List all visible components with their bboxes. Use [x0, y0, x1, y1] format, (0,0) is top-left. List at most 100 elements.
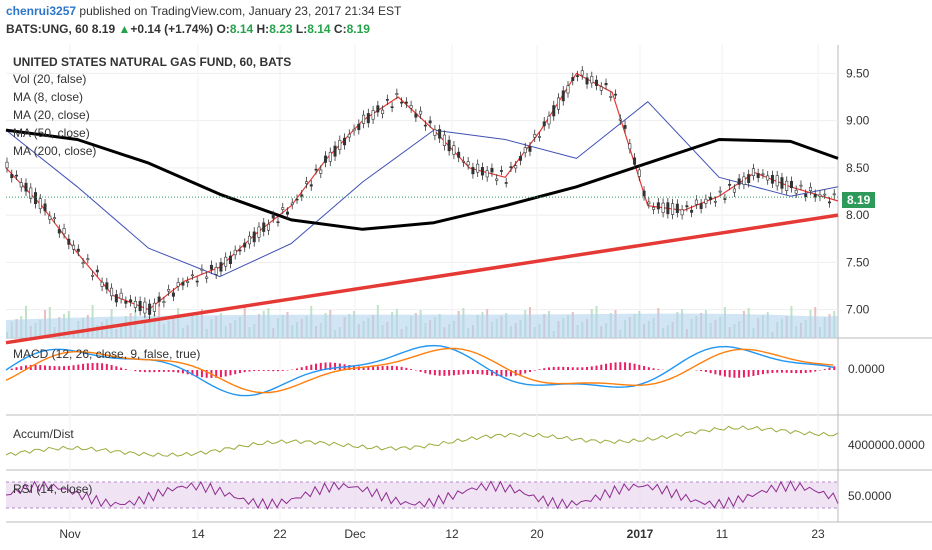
macd-hist-bar [728, 370, 731, 378]
candle-body [713, 200, 717, 203]
candle-body [447, 139, 451, 152]
candle-body [495, 178, 499, 181]
macd-hist-bar [519, 370, 522, 375]
macd-hist-bar [143, 370, 146, 373]
candle-body [48, 215, 52, 220]
x-tick-label: 12 [445, 527, 459, 541]
candle-body [57, 229, 61, 234]
macd-hist-bar [105, 363, 108, 370]
author-link[interactable]: chenrui3257 [6, 4, 77, 18]
x-tick-label: Nov [59, 527, 80, 541]
candle-body [542, 121, 546, 127]
x-tick-label: 14 [191, 527, 205, 541]
macd-hist-bar [334, 362, 337, 370]
macd-hist-bar [77, 364, 80, 370]
candle-body [571, 77, 575, 81]
macd-hist-bar [605, 363, 608, 370]
candle-body [823, 193, 827, 196]
macd-hist-bar [262, 370, 265, 371]
macd-hist-bar [490, 370, 493, 376]
macd-label[interactable]: MACD (12, 26, close, 9, false, true) [13, 347, 201, 361]
macd-hist-bar [272, 370, 275, 372]
candle-body [243, 242, 247, 248]
candle-body [91, 275, 95, 277]
candle-body [205, 276, 209, 279]
candle-body [590, 76, 594, 84]
macd-hist-bar [25, 365, 28, 370]
macd-hist-bar [276, 370, 279, 372]
candle-body [100, 281, 104, 287]
candle-body [699, 203, 703, 209]
candle-body [504, 182, 508, 184]
candle-body [309, 184, 313, 187]
candle-body [290, 202, 294, 205]
legend-vol[interactable]: Vol (20, false) [13, 72, 87, 86]
candle-body [343, 137, 347, 146]
candle-body [105, 282, 109, 290]
macd-hist-bar [391, 365, 394, 370]
macd-hist-bar [191, 370, 194, 376]
rsi-label[interactable]: RSI (14, close) [13, 482, 93, 496]
signal-line [5, 347, 834, 394]
candle-body [694, 199, 698, 205]
macd-hist-bar [162, 370, 165, 372]
macd-hist-bar [619, 362, 622, 370]
legend-ma50[interactable]: MA (50, close) [13, 126, 90, 140]
macd-hist-bar [652, 368, 655, 370]
macd-hist-bar [167, 370, 170, 372]
candle-body [34, 192, 38, 205]
candle-body [305, 181, 309, 185]
high-value: 8.23 [269, 22, 293, 36]
macd-hist-bar [581, 367, 584, 370]
candle-body [732, 188, 736, 193]
macd-hist-bar [595, 365, 598, 370]
legend-ma200[interactable]: MA (200, close) [13, 144, 97, 158]
change: +0.14 (+1.74%) [130, 22, 214, 36]
macd-hist-bar [134, 370, 137, 372]
macd-hist-bar [381, 366, 384, 370]
macd-hist-bar [500, 370, 503, 377]
candle-body [114, 294, 118, 303]
candle-body [595, 79, 599, 86]
candle-body [785, 180, 789, 191]
candle-body [133, 301, 137, 308]
macd-hist-bar [790, 370, 793, 374]
candle-body [547, 115, 551, 125]
last-price-badge: 8.19 [842, 192, 876, 208]
ad-label[interactable]: Accum/Dist [13, 427, 74, 441]
macd-hist-bar [609, 362, 612, 370]
legend-ma20[interactable]: MA (20, close) [13, 108, 90, 122]
candle-body [623, 125, 627, 129]
x-tick-label: 2017 [627, 527, 654, 541]
candle-body [533, 134, 537, 138]
legend-ma8[interactable]: MA (8, close) [13, 90, 84, 104]
candle-body [794, 189, 798, 194]
macd-hist-bar [205, 370, 208, 378]
macd-hist-bar [633, 363, 636, 370]
candle-body [614, 93, 618, 96]
ad-value: 4000000.0000 [848, 438, 925, 452]
candle-body [442, 134, 446, 146]
macd-hist-bar [139, 370, 142, 372]
macd-hist-bar [733, 370, 736, 378]
candle-body [685, 205, 689, 208]
macd-hist-bar [547, 367, 550, 370]
macd-hist-bar [462, 370, 465, 375]
candle-body [328, 151, 332, 162]
candle-body [129, 299, 133, 303]
macd-hist-bar [348, 365, 351, 370]
candle-body [433, 129, 437, 136]
macd-hist-bar [257, 370, 260, 371]
candle-body [742, 176, 746, 185]
y-tick-label: 9.00 [846, 114, 870, 128]
candle-body [723, 198, 727, 200]
candle-body [618, 118, 622, 121]
macd-hist-bar [281, 370, 284, 371]
macd-hist-bar [747, 370, 750, 377]
x-tick-label: 20 [530, 527, 544, 541]
candle-body [300, 194, 304, 197]
low-value: 8.14 [307, 22, 331, 36]
macd-hist-bar [457, 370, 460, 375]
candle-body [190, 274, 194, 277]
